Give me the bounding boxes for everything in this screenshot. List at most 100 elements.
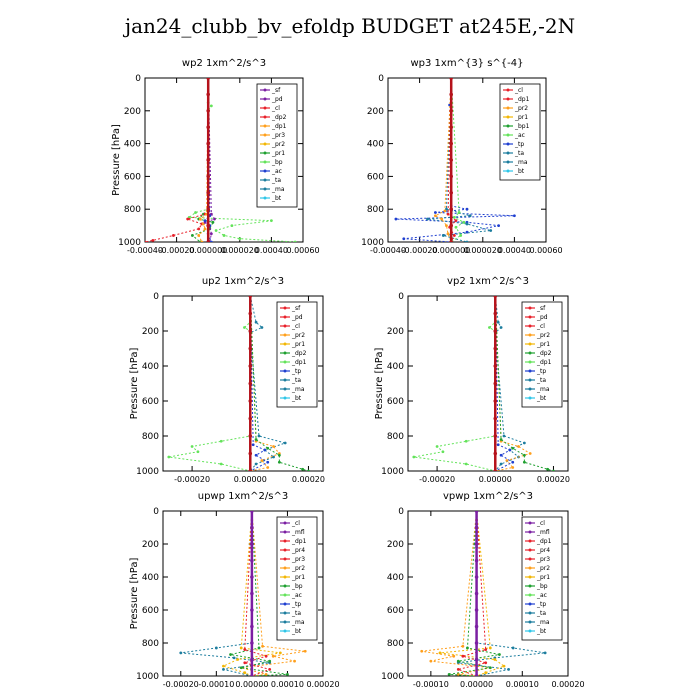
series-group — [412, 296, 555, 471]
data-point — [452, 234, 456, 237]
legend-marker — [283, 530, 287, 534]
legend-marker — [528, 539, 532, 543]
y-tick-label: 200 — [124, 107, 141, 117]
data-point — [449, 207, 454, 211]
legend-marker — [283, 387, 287, 391]
series-line — [494, 296, 526, 471]
legend-label: _tp — [291, 368, 301, 375]
data-point — [260, 459, 264, 462]
legend-label: _dp1 — [514, 96, 530, 103]
legend-marker — [263, 88, 267, 92]
data-point — [493, 469, 498, 471]
series-group — [145, 78, 297, 242]
legend-marker — [263, 115, 267, 119]
legend-label: _sf — [291, 305, 301, 312]
y-tick-label: 400 — [142, 362, 159, 372]
legend-marker — [506, 106, 510, 110]
legend-box — [521, 516, 563, 641]
data-point — [268, 668, 272, 671]
data-point — [303, 649, 307, 653]
data-point — [197, 227, 201, 231]
legend-marker — [283, 584, 287, 588]
data-point — [167, 455, 171, 459]
y-tick-label: 600 — [367, 172, 384, 182]
legend-marker — [283, 620, 287, 624]
data-point — [465, 222, 469, 226]
legend-label: _dp2 — [271, 114, 287, 121]
x-tick-label: 0.000000 — [189, 246, 227, 255]
data-point — [239, 646, 243, 650]
x-tick-label: 0.00020 — [292, 475, 325, 484]
legend-label: _bp — [271, 159, 283, 166]
legend-marker — [528, 566, 532, 570]
series-line — [421, 511, 491, 676]
x-tick-label: 0.00010 — [506, 680, 539, 689]
data-point — [206, 223, 210, 228]
legend-label: _ta — [291, 610, 301, 617]
data-point — [493, 364, 498, 368]
data-point — [493, 451, 498, 456]
data-point — [191, 234, 194, 237]
data-point — [452, 654, 456, 658]
legend-label: _dp1 — [291, 359, 307, 366]
data-point — [445, 224, 448, 228]
data-point — [206, 174, 210, 179]
data-point — [248, 296, 253, 298]
x-tick-label: -0.00020 — [159, 246, 195, 255]
legend-marker — [283, 333, 287, 337]
data-point — [230, 224, 234, 228]
legend-label: _pr4 — [291, 547, 305, 554]
legend-marker — [283, 557, 287, 561]
data-point — [454, 225, 458, 229]
legend-marker — [283, 539, 287, 543]
legend-marker — [506, 124, 510, 128]
data-point — [426, 217, 429, 221]
data-point — [461, 644, 465, 648]
data-point — [488, 326, 491, 329]
legend-marker — [263, 142, 267, 146]
data-point — [200, 240, 204, 242]
data-point — [257, 434, 261, 438]
data-point — [511, 446, 515, 450]
data-point — [248, 364, 253, 368]
legend-label: _cl — [271, 105, 280, 112]
x-tick-label: -0.00020 — [163, 680, 199, 689]
data-point — [546, 467, 550, 471]
legend-label: _ac — [536, 592, 547, 599]
legend-label: _pr2 — [291, 332, 305, 339]
data-point — [209, 232, 213, 236]
legend-marker — [283, 360, 287, 364]
data-point — [222, 234, 226, 237]
series-group — [179, 511, 307, 676]
x-tick-label: -0.00040 — [370, 246, 406, 255]
legend-label: _pr2 — [514, 105, 528, 112]
legend-label: _ac — [514, 132, 525, 139]
y-tick-label: 1000 — [118, 238, 141, 248]
data-point — [248, 469, 253, 471]
legend-label: _cl — [291, 323, 300, 330]
series-line — [180, 511, 270, 676]
data-point — [243, 661, 247, 665]
legend-label: _pr3 — [291, 556, 305, 563]
data-point — [272, 445, 275, 448]
panel-title: wp3 1xm^{3} s^{-4} — [410, 58, 523, 69]
data-point — [272, 455, 275, 459]
x-tick-label: -0.00010 — [413, 680, 449, 689]
legend-label: _bt — [291, 395, 302, 402]
data-point — [443, 209, 447, 213]
chart-panel-5: upwp 1xm^2/s^3 0 200 400 600 800 1000 -0.00020-… — [129, 491, 340, 689]
data-point — [493, 399, 498, 403]
data-point — [394, 217, 398, 221]
data-point — [214, 229, 218, 232]
data-point — [543, 651, 547, 655]
legend-label: _pr1 — [291, 341, 305, 348]
legend-marker — [283, 315, 287, 319]
legend-label: _pr1 — [514, 114, 528, 121]
legend-marker — [528, 593, 532, 597]
data-point — [293, 659, 296, 663]
legend-label: _cl — [514, 87, 523, 94]
data-point — [449, 158, 454, 162]
data-point — [260, 326, 264, 329]
series-line — [427, 78, 491, 242]
data-point — [457, 211, 461, 214]
